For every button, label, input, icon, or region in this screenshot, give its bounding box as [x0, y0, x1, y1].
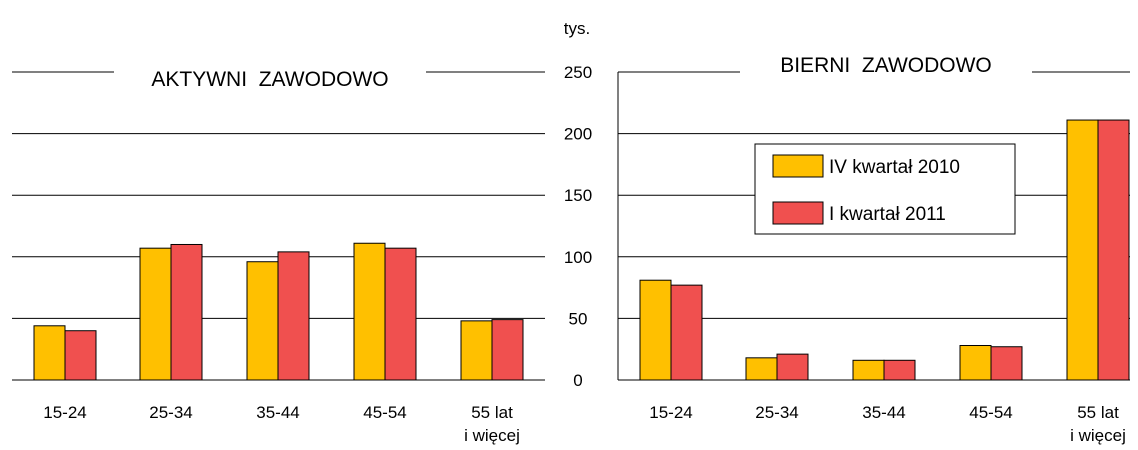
legend-label-i-kwartal-2011: I kwartał 2011 [829, 204, 946, 225]
x-tick-label-right-55-lat: 55 lat [1077, 403, 1119, 422]
bar-bierni-25-34-i-kwarta-2011 [776, 353, 809, 381]
bar-bierni-25-34-iv-kwarta-2010 [745, 357, 778, 381]
legend-swatch-i-kwartal-2011 [772, 201, 824, 225]
y-tick-label-0: 0 [573, 371, 582, 390]
left-panel-title: AKTYWNI ZAWODOWO [151, 68, 388, 91]
x-tick-label-right-15-24: 15-24 [649, 403, 692, 422]
y-tick-label-50: 50 [569, 309, 588, 328]
x-tick-label-left-25-34: 25-34 [149, 403, 192, 422]
y-axis-tick-labels: 0 50 100 150 200 250 [564, 63, 592, 390]
x-tick-label-left-55-lat: 55 lat [471, 403, 513, 422]
x-tick-label-right-25-34: 25-34 [755, 403, 798, 422]
y-tick-label-250: 250 [564, 63, 592, 82]
bar-bierni-45-54-i-kwarta-2011 [990, 346, 1023, 381]
x-tick-label-right-45-54: 45-54 [969, 403, 1012, 422]
x-tick-label-right-i-wi-cej: i więcej [1070, 426, 1126, 445]
bar-aktywni-55-lat-i-kwarta-2011 [491, 319, 524, 381]
x-tick-label-left-45-54: 45-54 [363, 403, 406, 422]
left-panel-title-background [114, 60, 426, 94]
x-tick-label-left-i-wi-cej: i więcej [464, 426, 520, 445]
bars-layer [33, 119, 1130, 381]
legend: IV kwartał 2010 I kwartał 2011 [754, 143, 1016, 235]
legend-label-iv-kwartal-2010: IV kwartał 2010 [829, 157, 960, 178]
bar-bierni-15-24-i-kwarta-2011 [670, 284, 703, 381]
bar-aktywni-25-34-iv-kwarta-2010 [139, 247, 172, 381]
legend-swatch-iv-kwartal-2010 [772, 154, 824, 178]
y-tick-label-100: 100 [564, 248, 592, 267]
bar-bierni-35-44-i-kwarta-2011 [883, 359, 916, 381]
right-panel-title-background [740, 56, 1032, 90]
bar-aktywni-45-54-iv-kwarta-2010 [353, 242, 386, 381]
bar-bierni-45-54-iv-kwarta-2010 [959, 345, 992, 381]
x-tick-label-left-35-44: 35-44 [256, 403, 299, 422]
right-panel-title: BIERNI ZAWODOWO [780, 54, 992, 77]
y-tick-label-150: 150 [564, 186, 592, 205]
bar-aktywni-35-44-i-kwarta-2011 [277, 251, 310, 381]
x-axis-tick-labels: 15-24 25-34 35-44 45-54 55 lat i więcej 15-24 2… [43, 403, 1126, 445]
bar-aktywni-15-24-iv-kwarta-2010 [33, 325, 66, 381]
bar-aktywni-15-24-i-kwarta-2011 [64, 330, 97, 381]
x-tick-label-left-15-24: 15-24 [43, 403, 86, 422]
bar-aktywni-35-44-iv-kwarta-2010 [246, 261, 279, 381]
bar-bierni-55-lat-i-kwarta-2011 [1097, 119, 1130, 381]
y-tick-label-200: 200 [564, 125, 592, 144]
bar-bierni-15-24-iv-kwarta-2010 [639, 279, 672, 381]
bar-aktywni-25-34-i-kwarta-2011 [170, 243, 203, 381]
bar-bierni-55-lat-iv-kwarta-2010 [1066, 119, 1099, 381]
bar-aktywni-55-lat-iv-kwarta-2010 [460, 320, 493, 381]
bar-bierni-35-44-iv-kwarta-2010 [852, 359, 885, 381]
x-tick-label-right-35-44: 35-44 [862, 403, 905, 422]
unit-label: tys. [564, 19, 590, 38]
bar-aktywni-45-54-i-kwarta-2011 [384, 247, 417, 381]
